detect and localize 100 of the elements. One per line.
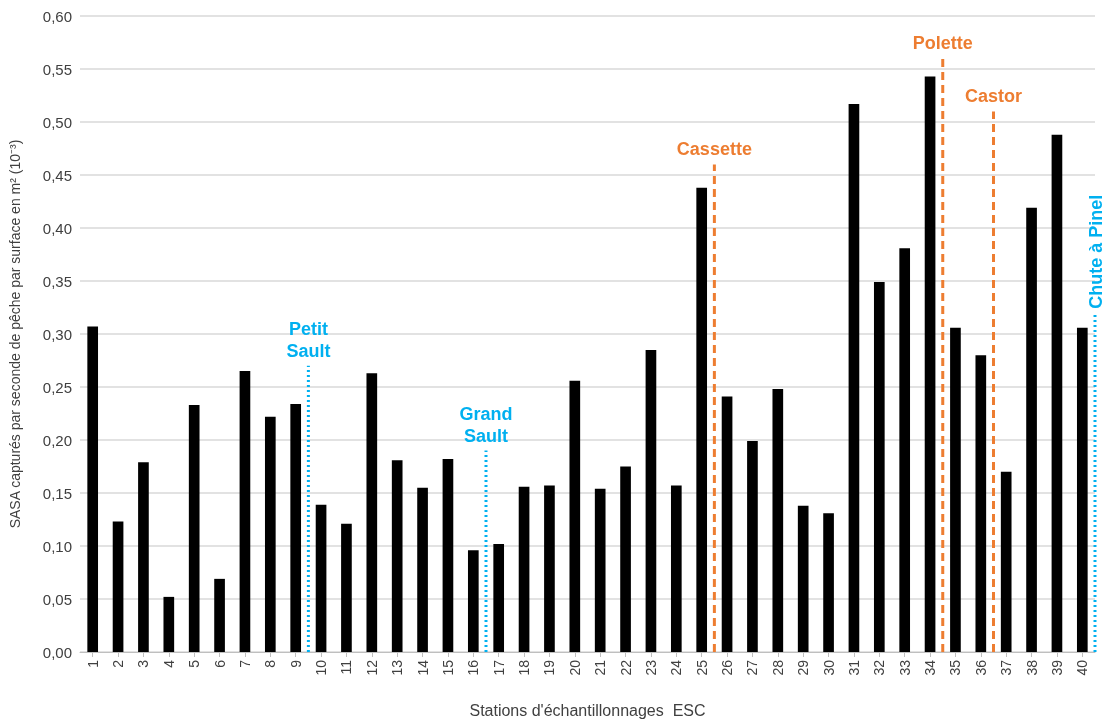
x-tick-label: 23 xyxy=(642,659,659,676)
bar xyxy=(442,459,454,652)
bar xyxy=(264,416,276,652)
x-tick-label: 3 xyxy=(135,659,152,668)
annotation: Petit Sault xyxy=(286,318,331,361)
x-tick-label: 24 xyxy=(668,659,685,676)
bar xyxy=(848,103,860,652)
bar xyxy=(112,521,124,652)
x-tick-label: 28 xyxy=(769,659,786,676)
x-tick-label: 11 xyxy=(338,659,355,675)
bar xyxy=(290,403,302,652)
annotation: Chute à Pinel xyxy=(1086,194,1106,309)
bar xyxy=(747,441,758,652)
x-tick-label: 31 xyxy=(845,659,862,676)
x-tick-label: 32 xyxy=(871,659,888,676)
bar xyxy=(797,505,809,652)
x-tick-label: 7 xyxy=(236,659,253,668)
bar xyxy=(214,578,225,652)
bar xyxy=(823,513,834,652)
bar xyxy=(341,523,352,652)
x-tick-label: 30 xyxy=(820,659,837,676)
bar xyxy=(417,487,428,652)
bar xyxy=(1051,134,1063,652)
x-tick-label: 25 xyxy=(693,659,710,676)
bar xyxy=(899,248,911,652)
bar xyxy=(315,504,327,652)
y-tick-label: 0,50 xyxy=(42,113,72,131)
bar xyxy=(239,371,251,652)
x-tick-label: 34 xyxy=(922,659,939,676)
x-tick-label: 37 xyxy=(998,659,1015,676)
bar xyxy=(1000,471,1012,652)
x-tick-label: 9 xyxy=(287,659,304,668)
y-tick-label: 0,45 xyxy=(42,166,72,184)
y-tick-label: 0,20 xyxy=(42,431,72,449)
bar xyxy=(1076,327,1088,652)
bar xyxy=(138,462,149,652)
x-tick-label: 16 xyxy=(465,659,482,676)
y-tick-label: 0,05 xyxy=(42,590,72,608)
x-tick-label: 1 xyxy=(84,659,101,668)
x-tick-label: 5 xyxy=(186,659,203,668)
bar xyxy=(696,187,708,652)
bar xyxy=(924,76,936,652)
y-tick-label: 0,00 xyxy=(42,643,72,661)
x-tick-label: 18 xyxy=(516,659,533,676)
bar xyxy=(772,389,784,652)
x-tick-label: 21 xyxy=(592,659,609,676)
annotation: Castor xyxy=(964,86,1023,107)
x-tick-label: 10 xyxy=(313,659,330,676)
x-tick-label: 33 xyxy=(896,659,913,676)
bar xyxy=(366,373,378,652)
y-tick-label: 0,35 xyxy=(42,272,72,290)
y-tick-label: 0,55 xyxy=(42,60,72,78)
x-tick-label: 15 xyxy=(439,659,456,676)
y-tick-label: 0,60 xyxy=(42,7,72,25)
y-tick-label: 0,25 xyxy=(42,378,72,396)
bar xyxy=(493,543,505,652)
x-tick-label: 8 xyxy=(262,659,279,668)
x-tick-label: 36 xyxy=(972,659,989,676)
annotation: Cassette xyxy=(676,139,752,160)
bar xyxy=(1026,207,1037,652)
x-tick-label: 4 xyxy=(160,659,177,668)
bar xyxy=(873,282,885,652)
y-tick-label: 0,10 xyxy=(42,537,72,555)
x-tick-label: 6 xyxy=(211,659,228,668)
x-tick-label: 29 xyxy=(795,659,812,676)
x-tick-label: 14 xyxy=(414,659,431,676)
x-tick-label: 2 xyxy=(110,659,127,668)
bar xyxy=(544,485,555,652)
x-tick-label: 13 xyxy=(389,659,406,676)
bar xyxy=(188,405,200,652)
bar xyxy=(721,396,733,652)
x-tick-label: 39 xyxy=(1048,659,1065,676)
bar xyxy=(87,326,99,652)
x-tick-label: 40 xyxy=(1074,659,1091,676)
x-tick-label: 35 xyxy=(947,659,964,676)
x-tick-label: 19 xyxy=(541,659,558,676)
x-tick-label: 22 xyxy=(617,659,634,676)
bar xyxy=(950,327,961,652)
bar xyxy=(467,550,479,652)
annotation: Polette xyxy=(912,33,973,54)
bar xyxy=(670,485,682,652)
x-tick-label: 12 xyxy=(363,659,380,676)
bar xyxy=(645,349,657,652)
annotation: Grand Sault xyxy=(459,403,513,446)
bar xyxy=(975,355,987,652)
x-tick-label: 27 xyxy=(744,659,761,676)
y-tick-label: 0,30 xyxy=(42,325,72,343)
x-axis-title: Stations d'échantillonnages ESC xyxy=(469,701,706,719)
y-tick-label: 0,15 xyxy=(42,484,72,502)
bar xyxy=(391,460,403,652)
bar xyxy=(594,488,606,652)
bar xyxy=(620,466,631,652)
x-tick-label: 26 xyxy=(719,659,736,676)
bar xyxy=(163,596,175,652)
bar xyxy=(518,486,530,652)
x-tick-label: 38 xyxy=(1023,659,1040,676)
y-tick-label: 0,40 xyxy=(42,219,72,237)
y-axis-title: SASA capturés par seconde de pêche par surface en m² (10⁻³) xyxy=(7,139,23,529)
bar xyxy=(569,380,581,652)
x-tick-label: 17 xyxy=(490,659,507,676)
